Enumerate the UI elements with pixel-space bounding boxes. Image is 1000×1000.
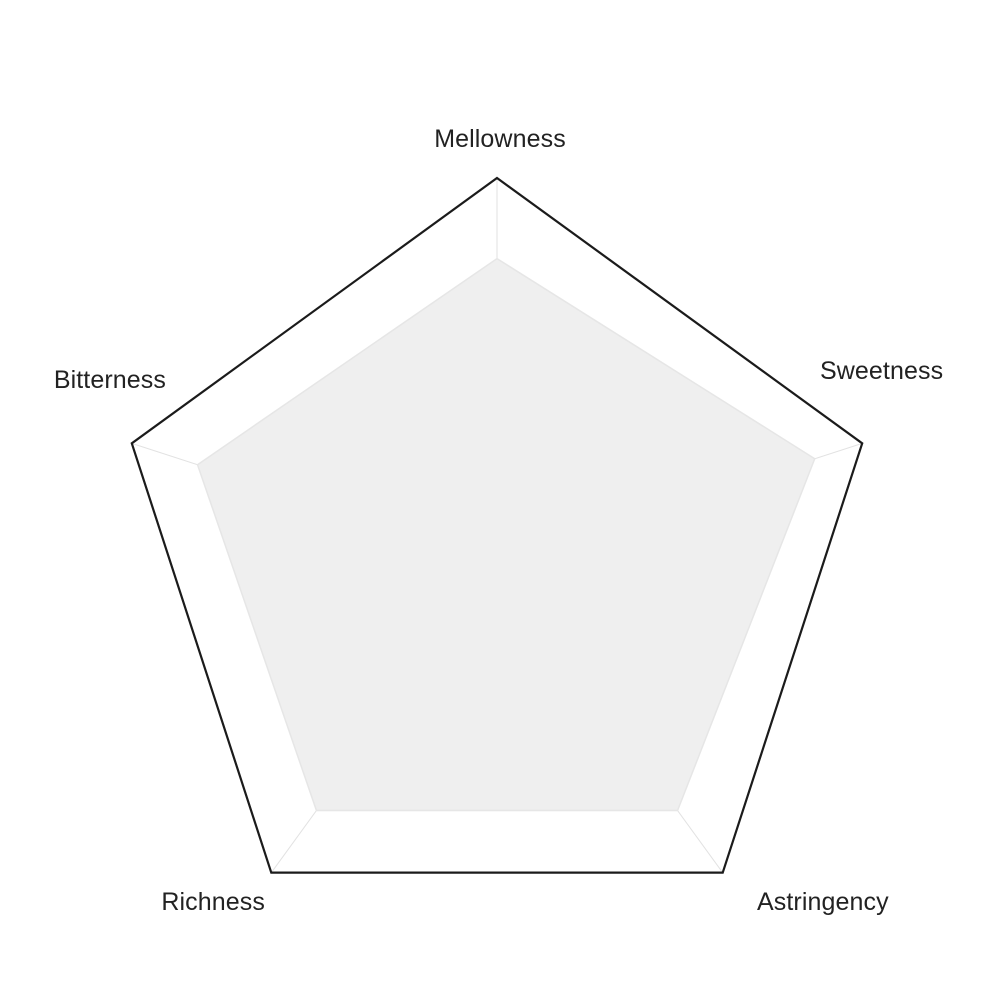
grid-outer-ring xyxy=(130,176,864,874)
axis-label-bitterness: Bitterness xyxy=(53,366,166,394)
series-area xyxy=(196,257,816,812)
axis-label-mellowness: Mellowness xyxy=(434,125,566,153)
axis-label-richness: Richness xyxy=(161,888,265,916)
axis-label-astringency: Astringency xyxy=(757,888,889,916)
series-polygon-0 xyxy=(196,257,816,812)
axis-label-sweetness: Sweetness xyxy=(820,357,944,385)
grid-ring-outer xyxy=(130,176,864,874)
